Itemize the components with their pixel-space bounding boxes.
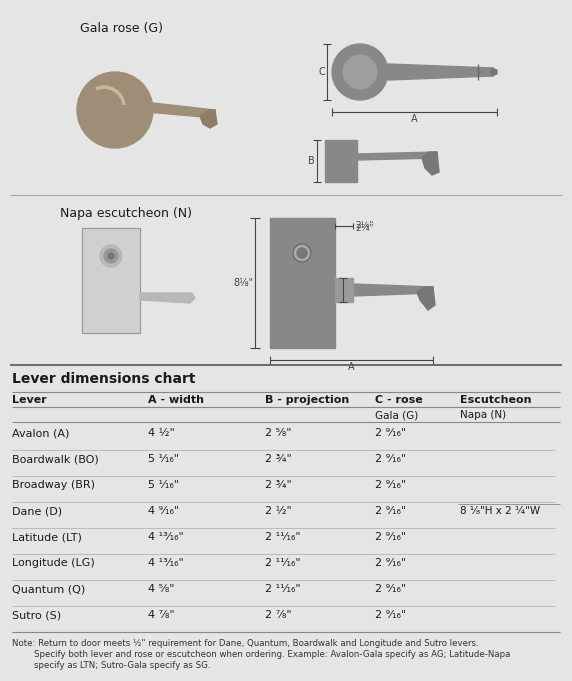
Text: Quantum (Q): Quantum (Q) (12, 584, 85, 594)
Text: 5 ¹⁄₁₆": 5 ¹⁄₁₆" (148, 480, 179, 490)
Text: Specify both lever and rose or escutcheon when ordering. Example: Avalon-Gala sp: Specify both lever and rose or escutcheo… (12, 650, 510, 659)
Text: 2 ⁹⁄₁₆": 2 ⁹⁄₁₆" (375, 428, 406, 438)
Text: 2 ⁹⁄₁₆": 2 ⁹⁄₁₆" (375, 610, 406, 620)
Text: 4 ¹³⁄₁₆": 4 ¹³⁄₁₆" (148, 532, 184, 542)
Text: 2 ⁹⁄₁₆": 2 ⁹⁄₁₆" (375, 506, 406, 516)
Text: Note: Return to door meets ½" requirement for Dane, Quantum, Boardwalk and Longi: Note: Return to door meets ½" requiremen… (12, 639, 479, 648)
Text: 2 ½": 2 ½" (265, 506, 292, 516)
Text: 4 ⁹⁄₁₆": 4 ⁹⁄₁₆" (148, 506, 179, 516)
Text: 2 ⁹⁄₁₆": 2 ⁹⁄₁₆" (375, 454, 406, 464)
Bar (82, 228, 140, 333)
Text: 4 ⁷⁄₈": 4 ⁷⁄₈" (148, 610, 174, 620)
Text: A: A (411, 114, 418, 124)
Text: 2 ⁹⁄₁₆": 2 ⁹⁄₁₆" (375, 584, 406, 594)
Text: 5 ¹⁄₁₆": 5 ¹⁄₁₆" (148, 454, 179, 464)
Text: Gala (G): Gala (G) (375, 410, 418, 420)
Circle shape (100, 245, 122, 267)
Polygon shape (135, 101, 215, 118)
Text: 8⅛": 8⅛" (233, 278, 253, 288)
Text: 2 ⁹⁄₁₆": 2 ⁹⁄₁₆" (375, 532, 406, 542)
Text: Boardwalk (BO): Boardwalk (BO) (12, 454, 99, 464)
Bar (82, 228, 140, 333)
Circle shape (104, 249, 118, 263)
Bar (325, 140, 357, 182)
Polygon shape (353, 284, 433, 296)
Polygon shape (422, 152, 439, 175)
Bar (270, 218, 335, 348)
Text: A: A (348, 362, 355, 372)
Text: B: B (308, 156, 315, 166)
Text: C: C (318, 67, 325, 77)
Text: Gala rose (G): Gala rose (G) (80, 22, 163, 35)
Circle shape (293, 244, 311, 262)
Text: Lever: Lever (12, 395, 47, 405)
Text: 2 ¾": 2 ¾" (265, 454, 292, 464)
Text: Lever dimensions chart: Lever dimensions chart (12, 372, 196, 386)
Circle shape (77, 72, 153, 148)
Text: 2 ¹¹⁄₁₆": 2 ¹¹⁄₁₆" (265, 584, 301, 594)
Text: Escutcheon: Escutcheon (460, 395, 531, 405)
Text: 4 ⁵⁄₈": 4 ⁵⁄₈" (148, 584, 174, 594)
Polygon shape (200, 110, 217, 128)
Bar (335, 278, 353, 302)
Text: 2 ⁷⁄₈": 2 ⁷⁄₈" (265, 610, 292, 620)
Polygon shape (357, 152, 437, 160)
Text: Napa (N): Napa (N) (460, 410, 506, 420)
Polygon shape (491, 68, 497, 76)
Text: A - width: A - width (148, 395, 204, 405)
Text: 2¼": 2¼" (355, 224, 374, 233)
Text: 2¼": 2¼" (355, 221, 374, 229)
Text: 2 ¹¹⁄₁₆": 2 ¹¹⁄₁₆" (265, 532, 301, 542)
Polygon shape (140, 293, 195, 303)
Text: 2 ⁹⁄₁₆": 2 ⁹⁄₁₆" (375, 480, 406, 490)
Text: 4 ¹³⁄₁₆": 4 ¹³⁄₁₆" (148, 558, 184, 568)
Text: Sutro (S): Sutro (S) (12, 610, 61, 620)
Text: 2 ¹¹⁄₁₆": 2 ¹¹⁄₁₆" (265, 558, 301, 568)
Circle shape (108, 253, 114, 259)
Circle shape (343, 55, 377, 89)
Text: Latitude (LT): Latitude (LT) (12, 532, 82, 542)
Text: 2 ⁵⁄₈": 2 ⁵⁄₈" (265, 428, 292, 438)
Text: specify as LTN; Sutro-Gala specify as SG.: specify as LTN; Sutro-Gala specify as SG… (12, 661, 210, 670)
Text: 4 ½": 4 ½" (148, 428, 175, 438)
Text: Napa escutcheon (N): Napa escutcheon (N) (60, 207, 192, 220)
Text: 2 ⁹⁄₁₆": 2 ⁹⁄₁₆" (375, 558, 406, 568)
Circle shape (332, 44, 388, 100)
Circle shape (297, 248, 307, 258)
Text: B: B (345, 285, 352, 295)
Text: C - rose: C - rose (375, 395, 423, 405)
Text: B - projection: B - projection (265, 395, 349, 405)
Text: Broadway (BR): Broadway (BR) (12, 480, 95, 490)
Text: Avalon (A): Avalon (A) (12, 428, 69, 438)
Text: 8 ¹⁄₈"H x 2 ¼"W: 8 ¹⁄₈"H x 2 ¼"W (460, 506, 540, 516)
Text: 2 ¾": 2 ¾" (265, 480, 292, 490)
Text: Dane (D): Dane (D) (12, 506, 62, 516)
Polygon shape (417, 287, 435, 310)
Text: Longitude (LG): Longitude (LG) (12, 558, 95, 568)
Polygon shape (388, 64, 493, 80)
